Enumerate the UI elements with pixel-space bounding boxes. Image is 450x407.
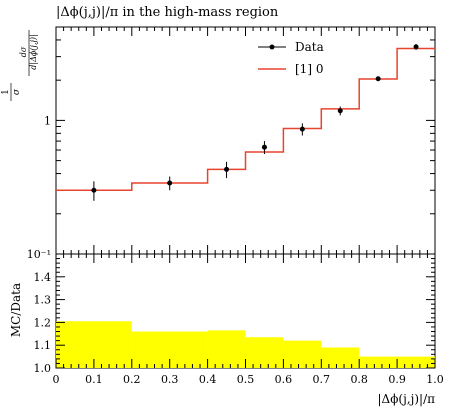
ratio-y-tick-label: 1.0 bbox=[34, 362, 52, 375]
x-tick-label: 1.0 bbox=[426, 373, 444, 386]
svg-text:1: 1 bbox=[1, 89, 11, 95]
x-tick-label: 0 bbox=[53, 373, 60, 386]
x-tick-label: 0.2 bbox=[123, 373, 141, 386]
main-y-tick-label: 10⁻¹ bbox=[27, 248, 51, 261]
x-tick-label: 0.5 bbox=[237, 373, 255, 386]
ratio-y-axis-label: MC/Data bbox=[9, 283, 23, 337]
main-panel-frame bbox=[55, 26, 436, 255]
x-tick-label: 0.3 bbox=[161, 373, 179, 386]
ratio-band-bar bbox=[283, 340, 322, 368]
x-axis-label: |Δϕ(j,j)|/π bbox=[378, 392, 436, 406]
chart-title: |Δϕ(j,j)|/π in the high-mass region bbox=[56, 5, 279, 20]
legend: Data [1] 0 bbox=[258, 40, 324, 76]
ratio-band-bar bbox=[207, 330, 246, 368]
x-tick-label: 0.8 bbox=[350, 373, 368, 386]
data-point bbox=[261, 144, 267, 150]
ratio-band-bar bbox=[397, 356, 435, 368]
data-point bbox=[299, 126, 305, 132]
ratio-band-bar bbox=[245, 337, 284, 368]
ratio-band-bar bbox=[359, 356, 398, 368]
x-tick-label: 0.1 bbox=[85, 373, 103, 386]
data-point bbox=[224, 166, 230, 172]
ratio-y-tick-label: 1.2 bbox=[34, 316, 52, 329]
legend-entry-mc: [1] 0 bbox=[258, 62, 323, 76]
x-tick-label: 0.4 bbox=[199, 373, 217, 386]
ratio-y-tick-label: 1.1 bbox=[34, 339, 52, 352]
data-point bbox=[91, 187, 97, 193]
legend-label-mc: [1] 0 bbox=[295, 62, 323, 76]
ratio-y-tick-label: 1.3 bbox=[34, 294, 52, 307]
mc-step-line bbox=[56, 47, 435, 192]
svg-text:dσ: dσ bbox=[19, 46, 28, 57]
legend-data-marker-icon bbox=[269, 44, 275, 50]
svg-text:σ: σ bbox=[12, 88, 22, 95]
x-tick-label: 0.6 bbox=[275, 373, 293, 386]
data-point bbox=[375, 76, 381, 82]
main-y-axis-label: 1 σ dσ d|Δϕ(j,j)| bbox=[1, 30, 38, 101]
svg-text:d|Δϕ(j,j)|: d|Δϕ(j,j)| bbox=[29, 34, 38, 70]
ratio-band-bar bbox=[321, 347, 360, 368]
ratio-y-tick-label: 1.4 bbox=[34, 271, 52, 284]
main-y-tick-label: 1 bbox=[44, 114, 51, 127]
data-point bbox=[337, 108, 343, 114]
data-point bbox=[413, 44, 419, 50]
x-tick-label: 0.9 bbox=[388, 373, 406, 386]
legend-entry-data: Data bbox=[258, 40, 324, 54]
x-tick-label: 0.7 bbox=[313, 373, 331, 386]
legend-label-data: Data bbox=[295, 40, 324, 54]
data-point bbox=[167, 180, 173, 186]
